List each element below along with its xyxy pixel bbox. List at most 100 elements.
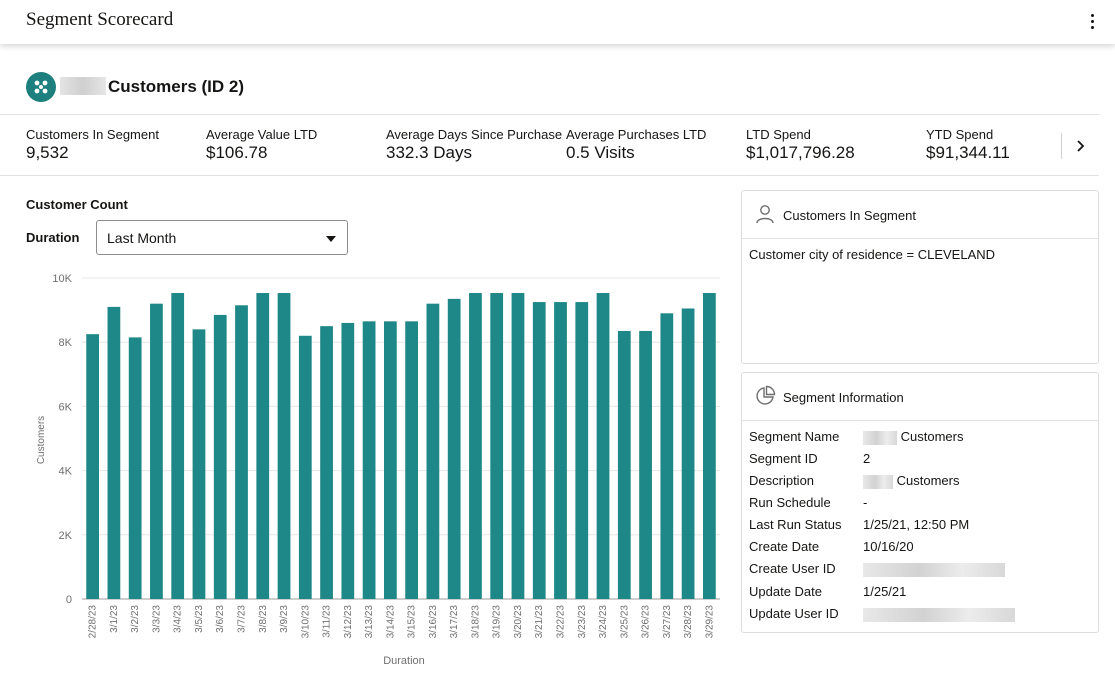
x-tick-label: 3/13/23 <box>364 605 375 639</box>
x-tick-label: 3/20/23 <box>513 605 524 639</box>
x-tick-label: 3/10/23 <box>300 605 311 639</box>
x-tick-label: 3/28/23 <box>683 605 694 639</box>
bar-3/18/23[interactable] <box>469 293 482 599</box>
redacted-value <box>863 430 897 445</box>
x-tick-label: 3/14/23 <box>385 605 396 639</box>
segment-condition: Customer city of residence = CLEVELAND <box>749 247 996 262</box>
metric-average-purchases-ltd: Average Purchases LTD 0.5 Visits <box>566 127 706 163</box>
x-tick-label: 3/1/23 <box>109 605 120 633</box>
info-key: Update Date <box>749 584 822 599</box>
info-key: Last Run Status <box>749 517 842 532</box>
x-tick-label: 3/4/23 <box>173 605 184 633</box>
bar-3/2/23[interactable] <box>128 337 142 599</box>
person-icon <box>756 205 774 224</box>
info-key: Update User ID <box>749 606 839 621</box>
metric-value: $91,344.11 <box>926 143 1010 162</box>
customer-count-chart: 0 2K 4K 6K 8K 10K 2/28/23 3/1/23 3/2/23 3/3/23 3/… <box>36 273 720 667</box>
bar-3/28/23[interactable] <box>681 308 695 599</box>
bar-3/3/23[interactable] <box>150 303 163 599</box>
bar-3/5/23[interactable] <box>192 329 206 599</box>
bar-3/29/23[interactable] <box>702 293 716 599</box>
metric-value: $1,017,796.28 <box>746 143 855 162</box>
metric-average-days-since-purchase: Average Days Since Purchase 332.3 Days <box>386 127 562 163</box>
bar-3/1/23[interactable] <box>107 306 121 599</box>
x-tick-label: 3/24/23 <box>598 605 609 639</box>
bar-3/13/23[interactable] <box>362 321 376 599</box>
bar-3/19/23[interactable] <box>490 293 504 599</box>
x-tick-label: 3/22/23 <box>556 605 567 639</box>
x-tick-label: 3/25/23 <box>619 605 630 639</box>
bar-3/20/23[interactable] <box>511 293 525 599</box>
y-tick-label: 2K <box>59 530 73 542</box>
info-value: 1/25/21 <box>863 584 907 599</box>
duration-label: Duration <box>26 230 80 245</box>
page-title: Segment Scorecard <box>26 9 174 30</box>
metric-average-value-ltd: Average Value LTD $106.78 <box>206 127 317 163</box>
redacted-value <box>863 562 1005 577</box>
bar-3/9/23[interactable] <box>277 293 291 599</box>
x-tick-label: 3/6/23 <box>215 605 226 633</box>
bar-3/12/23[interactable] <box>341 322 355 599</box>
x-tick-label: 3/27/23 <box>662 605 673 639</box>
bar-3/21/23[interactable] <box>532 302 546 599</box>
bar-3/6/23[interactable] <box>213 314 227 599</box>
more-options-icon[interactable] <box>1084 12 1100 32</box>
metric-label: Average Days Since Purchase <box>386 127 563 142</box>
bar-3/25/23[interactable] <box>617 330 631 599</box>
info-value: Customers <box>900 429 964 444</box>
bar-3/24/23[interactable] <box>596 293 610 599</box>
info-value: 2 <box>863 451 871 466</box>
info-value: Customers <box>896 473 960 488</box>
bar-3/7/23[interactable] <box>235 305 248 599</box>
bar-3/10/23[interactable] <box>298 335 312 599</box>
x-tick-label: 3/21/23 <box>534 605 545 639</box>
y-axis-label: Customers <box>36 416 47 464</box>
metric-value: 0.5 Visits <box>566 143 635 162</box>
info-value: - <box>863 495 868 510</box>
metric-value: $106.78 <box>206 143 268 162</box>
metric-label: YTD Spend <box>926 127 994 142</box>
x-tick-label: 3/2/23 <box>130 605 141 633</box>
bar-3/27/23[interactable] <box>660 313 674 599</box>
segment-title: Customers (ID 2) <box>108 77 245 96</box>
x-tick-label: 3/26/23 <box>641 605 652 639</box>
bar-3/14/23[interactable] <box>383 321 397 599</box>
bar-3/11/23[interactable] <box>320 326 333 599</box>
bar-3/4/23[interactable] <box>171 293 185 599</box>
bar-2/28/23[interactable] <box>86 334 100 599</box>
x-tick-label: 3/16/23 <box>428 605 439 639</box>
info-key: Segment Name <box>749 429 840 444</box>
y-tick-label: 8K <box>59 337 73 349</box>
bar-3/8/23[interactable] <box>256 293 270 599</box>
x-tick-label: 3/23/23 <box>577 605 588 639</box>
x-tick-label: 3/12/23 <box>343 605 354 639</box>
x-tick-label: 3/3/23 <box>151 605 162 633</box>
x-tick-label: 3/29/23 <box>704 605 715 639</box>
metric-ltd-spend: LTD Spend $1,017,796.28 <box>746 127 855 163</box>
bar-3/17/23[interactable] <box>447 298 461 599</box>
segment-icon <box>26 72 56 102</box>
x-axis-label: Duration <box>383 655 425 667</box>
y-tick-label: 4K <box>59 466 73 478</box>
divider <box>1061 133 1062 159</box>
duration-select-value: Last Month <box>107 230 177 246</box>
info-key: Segment ID <box>749 451 818 466</box>
bar-3/15/23[interactable] <box>405 321 419 599</box>
next-metrics-button[interactable] <box>1072 135 1090 157</box>
x-tick-label: 2/28/23 <box>88 605 99 639</box>
metric-label: LTD Spend <box>746 127 811 142</box>
info-key: Create Date <box>749 539 820 554</box>
pie-chart-icon <box>756 385 776 405</box>
caret-down-icon <box>326 236 336 242</box>
panel-title: Segment Information <box>783 390 904 405</box>
metrics-strip: Customers In Segment 9,532 Average Value… <box>0 114 1099 176</box>
bar-3/22/23[interactable] <box>554 302 567 599</box>
duration-select[interactable]: Last Month <box>96 220 348 255</box>
bar-3/16/23[interactable] <box>426 303 440 599</box>
x-tick-label: 3/17/23 <box>449 605 460 639</box>
metric-customers-in-segment: Customers In Segment 9,532 <box>26 127 159 163</box>
bar-3/23/23[interactable] <box>575 302 589 599</box>
info-key: Description <box>749 473 815 488</box>
x-tick-label: 3/11/23 <box>322 605 333 638</box>
bar-3/26/23[interactable] <box>639 330 652 599</box>
